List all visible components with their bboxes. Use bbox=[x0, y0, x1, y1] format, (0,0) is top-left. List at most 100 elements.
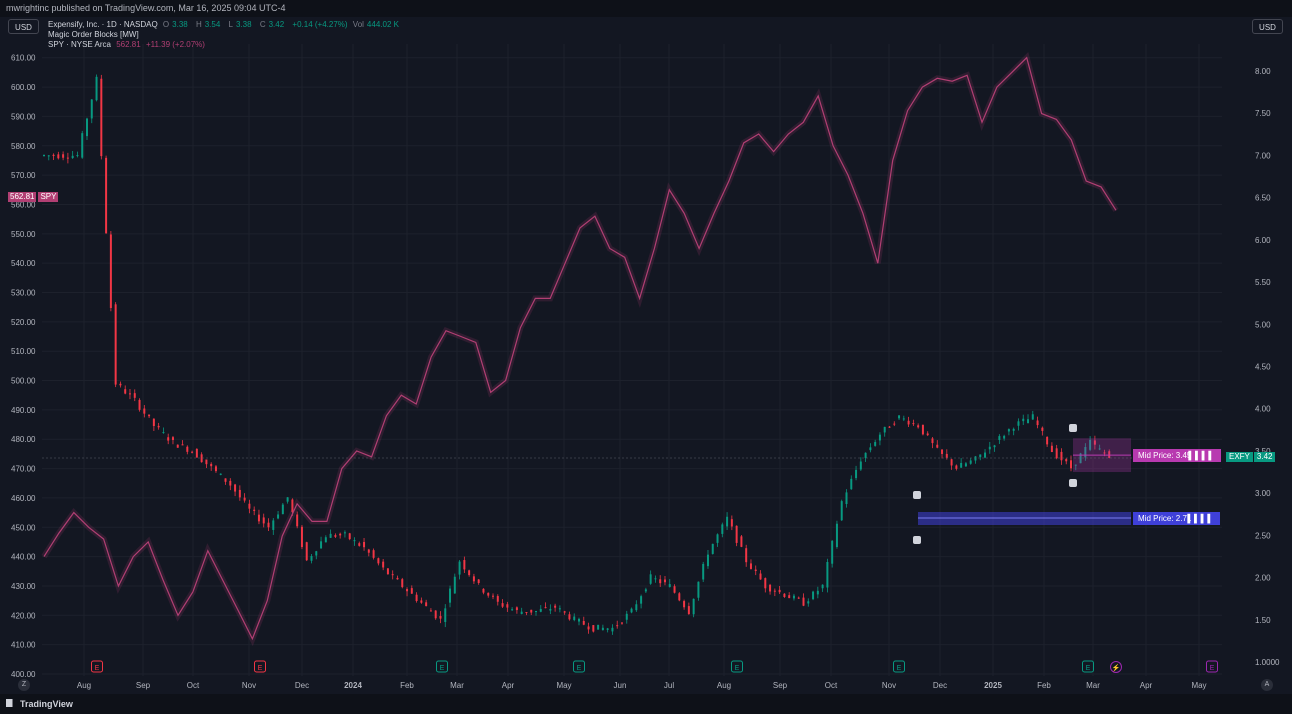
left-axis-tick: 480.00 bbox=[11, 435, 36, 444]
candle-body bbox=[788, 595, 791, 599]
candle-body bbox=[511, 609, 514, 611]
legend-title[interactable]: Expensify, Inc. · 1D · NASDAQ bbox=[48, 20, 158, 29]
candle-body bbox=[1046, 436, 1049, 445]
order-blocks bbox=[913, 424, 1131, 544]
candle-body bbox=[769, 584, 772, 592]
candle-body bbox=[315, 551, 318, 556]
candle-body bbox=[76, 155, 79, 157]
right-axis-tick: 2.00 bbox=[1255, 574, 1271, 583]
candle-body bbox=[840, 501, 843, 521]
candle-body bbox=[792, 595, 795, 599]
candle-body bbox=[133, 393, 136, 398]
legend-compare-name[interactable]: SPY · NYSE Arca bbox=[48, 40, 111, 49]
candle-body bbox=[706, 554, 709, 567]
candle-body bbox=[783, 593, 786, 597]
time-axis-tick: Jul bbox=[664, 681, 674, 690]
candle-body bbox=[205, 459, 208, 465]
candle-body bbox=[1108, 451, 1111, 458]
candle-body bbox=[988, 446, 991, 450]
candle-body bbox=[305, 542, 308, 561]
mid-price-label-upper[interactable]: Mid Price: 3.45 ▌▌▌▌ bbox=[1133, 449, 1221, 462]
candle-body bbox=[969, 460, 972, 464]
candle-body bbox=[802, 597, 805, 606]
left-currency-button[interactable]: USD bbox=[8, 19, 39, 34]
candle-body bbox=[1084, 446, 1087, 458]
candle-body bbox=[530, 609, 533, 613]
candle-body bbox=[257, 514, 260, 522]
candle-body bbox=[186, 446, 189, 452]
candle-body bbox=[214, 466, 217, 472]
exfy-candles-up bbox=[43, 74, 1101, 635]
candle-body bbox=[243, 497, 246, 501]
candle-body bbox=[745, 548, 748, 563]
legend-indicator[interactable]: Magic Order Blocks [MW] bbox=[48, 30, 139, 39]
time-axis-tick: Apr bbox=[1140, 681, 1153, 690]
chart-legend: Expensify, Inc. · 1D · NASDAQ O 3.38 H 3.5… bbox=[48, 20, 405, 50]
time-axis-tick: Jun bbox=[614, 681, 627, 690]
candle-body bbox=[764, 578, 767, 589]
candle-body bbox=[339, 533, 342, 536]
candle-body bbox=[1003, 435, 1006, 439]
candle-body bbox=[735, 525, 738, 543]
candle-body bbox=[1074, 464, 1077, 466]
candle-body bbox=[329, 533, 332, 538]
candle-body bbox=[109, 234, 112, 308]
left-axis-tick: 530.00 bbox=[11, 289, 36, 298]
candle-body bbox=[367, 549, 370, 553]
candle-body bbox=[506, 604, 509, 608]
mid-price-label-lower[interactable]: Mid Price: 2.71 ▌▌▌▌ bbox=[1133, 512, 1220, 525]
candle-body bbox=[850, 478, 853, 490]
candle-body bbox=[931, 438, 934, 444]
candle-body bbox=[630, 608, 633, 613]
right-axis-tick: 2.50 bbox=[1255, 531, 1271, 540]
candle-body bbox=[353, 540, 356, 542]
auto-scale-button[interactable]: A bbox=[1261, 679, 1273, 691]
candle-body bbox=[859, 461, 862, 470]
candle-body bbox=[573, 616, 576, 620]
candle-body bbox=[57, 154, 60, 159]
candle-body bbox=[835, 523, 838, 548]
event-marker-label: E bbox=[897, 665, 902, 672]
candle-body bbox=[979, 454, 982, 458]
candle-body bbox=[993, 445, 996, 448]
left-axis-tick: 560.00 bbox=[11, 200, 36, 209]
candle-body bbox=[1065, 459, 1068, 462]
candle-body bbox=[864, 452, 867, 458]
candle-body bbox=[644, 589, 647, 592]
candle-body bbox=[262, 517, 265, 524]
time-axis-tick: Oct bbox=[825, 681, 838, 690]
left-axis-tick: 580.00 bbox=[11, 142, 36, 151]
earnings-event-icon bbox=[573, 660, 585, 673]
time-axis-tick: Aug bbox=[717, 681, 731, 690]
candle-body bbox=[554, 605, 557, 608]
time-axis-tick: Nov bbox=[242, 681, 256, 690]
candle-body bbox=[1089, 439, 1092, 450]
candle-body bbox=[921, 424, 924, 435]
candle-body bbox=[372, 550, 375, 558]
candle-body bbox=[578, 618, 580, 622]
candle-body bbox=[726, 516, 729, 527]
candle-body bbox=[826, 562, 829, 588]
candle-body bbox=[697, 581, 700, 598]
candle-body bbox=[1036, 420, 1039, 426]
legend-low: L 3.38 bbox=[228, 20, 252, 29]
candle-body bbox=[821, 584, 824, 589]
candle-body bbox=[410, 588, 413, 594]
candle-body bbox=[105, 157, 108, 234]
candle-body bbox=[358, 543, 361, 546]
scale-z-button[interactable]: Z bbox=[18, 679, 30, 691]
right-axis-tick: 8.00 bbox=[1255, 67, 1271, 76]
earnings-event-icon bbox=[731, 660, 743, 673]
candle-body bbox=[625, 613, 628, 620]
tradingview-logo[interactable]: TradingView bbox=[6, 699, 73, 709]
candle-body bbox=[434, 610, 437, 619]
event-marker-label: E bbox=[258, 665, 263, 672]
left-axis-tick: 510.00 bbox=[11, 347, 36, 356]
right-currency-button[interactable]: USD bbox=[1252, 19, 1283, 34]
time-axis-tick: Feb bbox=[1037, 681, 1051, 690]
candle-body bbox=[831, 540, 834, 564]
candle-body bbox=[463, 560, 466, 570]
candle-body bbox=[668, 584, 671, 587]
event-marker-label: ⚡ bbox=[1112, 663, 1121, 672]
